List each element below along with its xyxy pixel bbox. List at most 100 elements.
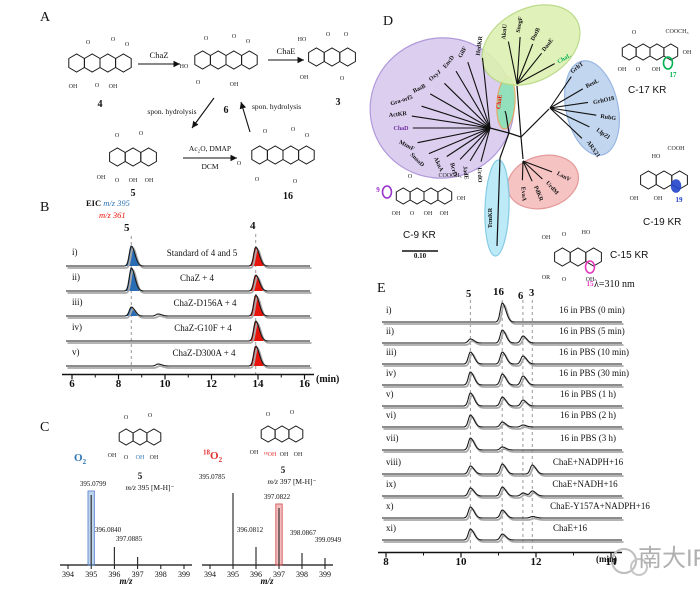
eic-mz-361: m/z 361 — [99, 210, 126, 220]
tree-branch — [521, 160, 524, 181]
trace-line — [66, 345, 310, 367]
lambda-label: λ=310 nm — [594, 279, 635, 290]
ring — [655, 170, 673, 190]
ms-peak-label: 396.0840 — [94, 526, 122, 534]
compound-3-number: 3 — [335, 97, 341, 108]
substituent-label: O — [111, 37, 116, 43]
mz-italic: m/z — [267, 477, 278, 486]
trace-shadow — [383, 439, 624, 453]
filled-peak — [247, 275, 270, 291]
c17-kr-name: C-17 KR — [628, 85, 667, 96]
ring — [241, 50, 258, 70]
compound-16-number: 16 — [283, 191, 293, 202]
ring — [423, 187, 439, 205]
ring — [635, 43, 651, 61]
trace-shadow — [383, 353, 624, 367]
reaction-arrow — [239, 101, 251, 133]
tree-branch — [522, 160, 533, 182]
ms-tick-label: 395 — [227, 570, 239, 579]
substituent-label: COOCH₃ — [665, 29, 688, 35]
substituent-label: O — [139, 131, 144, 137]
trace-line — [382, 414, 622, 428]
tree-branch — [516, 52, 543, 85]
ms-peak-label: 395.0799 — [79, 480, 107, 488]
tree-branch — [469, 127, 491, 162]
substituent-label: OH — [618, 67, 627, 73]
trace-label: ChaE+NADPH+16 — [552, 457, 624, 467]
ring — [437, 187, 453, 205]
ms-tick-label: 396 — [250, 570, 262, 579]
trace-label: ChaE+16 — [552, 523, 588, 533]
position-circle — [670, 179, 682, 193]
tree-branch — [549, 101, 589, 109]
substituent-label: OH — [109, 84, 118, 90]
tree-leaf-label: SnogF — [516, 16, 525, 33]
tree-branch — [520, 108, 550, 138]
substituent-label: OH — [654, 196, 663, 202]
c-left-xlabel: m/z — [119, 576, 133, 586]
substituent-label: O — [632, 30, 637, 36]
peak-4-label: 4 — [250, 220, 256, 232]
trace-shadow — [383, 373, 624, 388]
spon-hydrolysis-label-2: spon. hydrolysis — [252, 102, 302, 111]
substituent-label: O — [115, 178, 120, 184]
trace-label: 16 in PBS (1 h) — [559, 389, 617, 399]
tree-branch — [516, 85, 522, 138]
substituent-label: OH — [108, 453, 117, 459]
trace-index: iii) — [386, 347, 397, 357]
tree-branch — [520, 136, 524, 160]
gas-sub: 2 — [82, 458, 87, 467]
tree-leaf-label: BasB — [412, 84, 427, 95]
trace-line — [382, 392, 622, 407]
ms-peak-label: 395.0785 — [198, 473, 226, 481]
filled-peak — [247, 321, 270, 341]
substituent-label: HO — [652, 154, 661, 160]
trace-index: iii) — [72, 297, 83, 307]
substituent-label: O — [124, 455, 129, 461]
trace-label: ChaZ-D156A + 4 — [173, 298, 237, 308]
trace-label: 16 in PBS (3 h) — [559, 433, 617, 443]
substituent-label: O — [344, 32, 349, 38]
eic-prefix: EIC — [86, 198, 104, 208]
ring — [209, 50, 227, 70]
ms-peak-label: 396.0812 — [236, 526, 264, 534]
tree-branch — [499, 132, 510, 159]
ring — [118, 428, 134, 446]
axis-tick-label: 14 — [253, 378, 265, 390]
tree-leaf-label: TcmKR — [488, 207, 494, 228]
e-peak-5-label: 5 — [466, 289, 472, 300]
c9-kr-name: C-9 KR — [403, 230, 436, 241]
tree-branch — [481, 57, 491, 129]
tree-leaf-label: UrdO — [476, 167, 483, 183]
filled-peak — [123, 268, 146, 291]
c-right-mz-note: m/z 397 [M-H]⁻ — [267, 477, 317, 486]
substituent-label: OH — [97, 175, 106, 181]
substituent-label: O — [196, 80, 201, 86]
tree-leaf-label: GrhO18 — [593, 96, 615, 106]
panel-b-letter: B — [40, 200, 50, 215]
ring — [115, 53, 132, 73]
ms-peak-label: 399.0949 — [314, 536, 342, 544]
substituent-label: OH — [586, 277, 595, 283]
scalebar-value: 0.10 — [413, 252, 427, 260]
tree-branch — [444, 82, 491, 129]
tree-branch — [516, 43, 534, 85]
ms-tick-label: 398 — [296, 570, 308, 579]
trace-label: ChaE+NADH+16 — [552, 479, 618, 489]
18o2-label: 18O2 — [203, 449, 222, 464]
tree-leaf-label: DutB — [530, 27, 542, 42]
trace-line — [382, 486, 622, 497]
trace-index: i) — [386, 305, 392, 315]
substituent-label: O — [125, 42, 130, 48]
ms-peak-label: 397.0822 — [263, 493, 291, 501]
substituent-label: O — [148, 413, 153, 419]
trace-line — [66, 267, 310, 292]
axis-tick-label: 8 — [383, 556, 389, 568]
substituent-label: OH — [294, 452, 303, 458]
trace-index: i) — [72, 247, 78, 257]
substituent-label: OH — [69, 84, 78, 90]
trace-shadow — [383, 465, 624, 477]
tree-branch — [504, 110, 507, 115]
trace-index: v) — [72, 347, 80, 357]
tree-branch — [549, 107, 597, 116]
